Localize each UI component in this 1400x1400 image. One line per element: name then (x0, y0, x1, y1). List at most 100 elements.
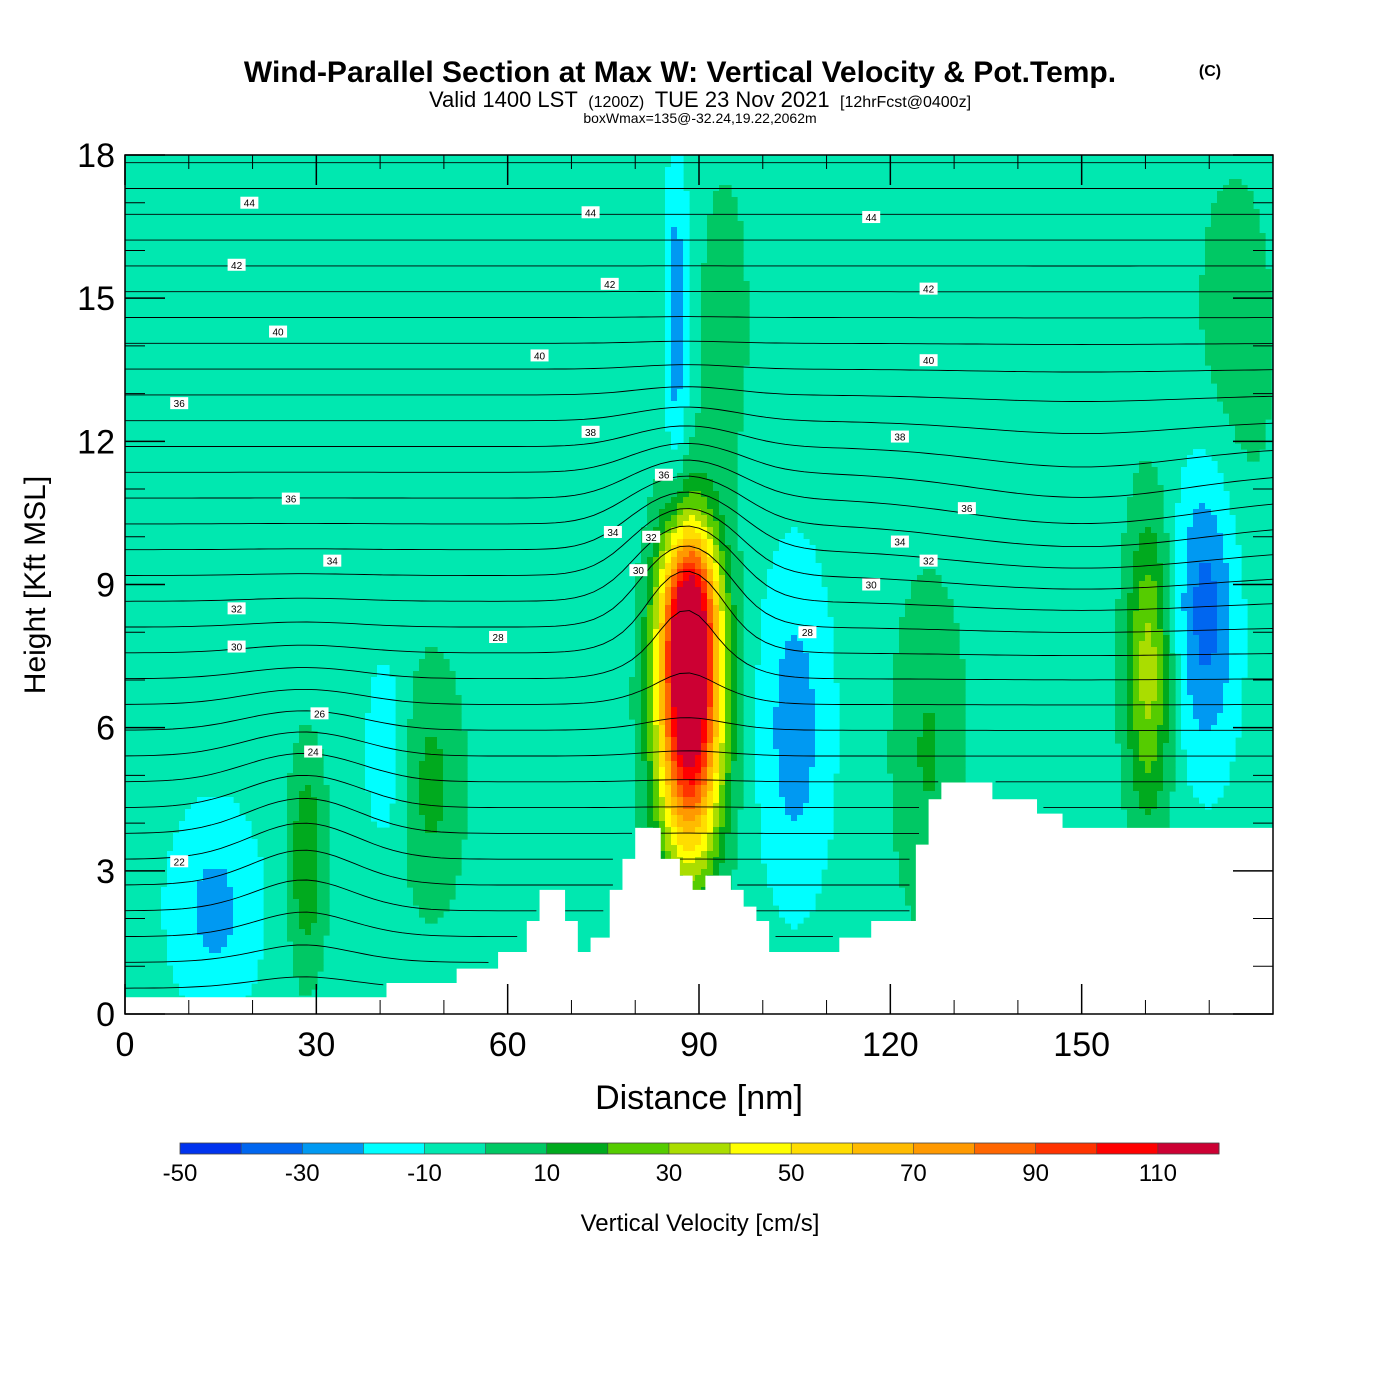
contour-label: 24 (304, 745, 323, 759)
isentrope-line (125, 879, 537, 912)
contour-label: 40 (530, 349, 549, 362)
contour-label: 30 (227, 640, 246, 654)
isentrope-line (125, 944, 489, 963)
colorbar-tick-label: -30 (285, 1160, 320, 1187)
contour-label: 38 (581, 425, 600, 439)
contour-label: 32 (919, 554, 938, 568)
colorbar-tick-label: 110 (1139, 1160, 1177, 1187)
isentrope-line (125, 364, 1273, 373)
contour-label: 30 (862, 578, 881, 592)
y-axis-label: Height [Kft MSL] (19, 476, 52, 694)
contour-label: 36 (170, 397, 189, 410)
isentrope-line (125, 545, 1273, 633)
contour-label: 34 (323, 554, 342, 568)
subtitle-valid: Valid 1400 LST (429, 87, 578, 112)
colorbar-tick-label: -10 (407, 1160, 442, 1187)
colorbar-swatch (1035, 1143, 1098, 1154)
y-tick-label: 18 (77, 137, 115, 175)
chart-title: Wind-Parallel Section at Max W: Vertical… (244, 56, 1116, 89)
isentrope-line (125, 425, 1273, 468)
contour-label: 44 (240, 196, 259, 210)
isentrope-line (125, 849, 613, 886)
isentrope-line (125, 822, 613, 860)
title-mark: (C) (1199, 63, 1221, 80)
y-tick-label: 0 (96, 996, 115, 1034)
isentrope-line (125, 442, 1273, 498)
colorbar-tick-label: 30 (656, 1160, 683, 1187)
isentrope-line (125, 491, 1273, 569)
isentrope-line (125, 570, 1273, 657)
isentrope-line (125, 976, 384, 989)
y-tick-label: 6 (96, 710, 115, 748)
isentrope-line (125, 459, 1273, 525)
colorbar: -50 -30 -10 10 30 50 70 90 110 (163, 1142, 1220, 1187)
isentrope-line (125, 406, 1273, 435)
isentrope-line (125, 610, 1273, 681)
terrain-mask (125, 782, 1273, 1014)
contour-label: 36 (654, 468, 673, 482)
isentrope-line (125, 525, 1273, 611)
subtitle-forecast: [12hrFcst@0400z] (840, 94, 971, 111)
isentrope-line (125, 508, 1273, 590)
colorbar-swatch (607, 1143, 670, 1154)
colorbar-tick-label: -50 (163, 1160, 198, 1187)
x-tick-label: 30 (297, 1026, 335, 1064)
x-tick-label: 60 (489, 1026, 527, 1064)
colorbar-label: Vertical Velocity [cm/s] (581, 1210, 820, 1237)
contour-label: 26 (310, 707, 329, 720)
colorbar-tick-label: 50 (778, 1160, 805, 1187)
colorbar-swatch (241, 1143, 303, 1154)
colorbar-swatch (302, 1143, 364, 1154)
isentrope-line (125, 475, 1273, 548)
subtitle-date: TUE 23 Nov 2021 (655, 87, 830, 112)
x-tick-label: 90 (680, 1026, 718, 1064)
contour-label: 34 (890, 535, 909, 549)
contour-label: 30 (629, 564, 648, 577)
colorbar-swatch (974, 1143, 1037, 1154)
contour-label: 36 (281, 492, 300, 506)
colorbar-swatch (546, 1143, 609, 1154)
potential-temperature-contours (125, 162, 1273, 989)
chart-subtitle: Valid 1400 LST (1200Z) TUE 23 Nov 2021 [… (429, 87, 971, 112)
colorbar-swatch (791, 1143, 853, 1154)
subtitle-utc: (1200Z) (588, 94, 644, 111)
x-tick-label: 120 (862, 1026, 919, 1064)
contour-labels: 44 44 44 42 42 42 40 40 40 36 38 38 36 36 36 34 32 34 34 32… (170, 196, 976, 868)
colorbar-tick-label: 10 (533, 1160, 560, 1187)
contour-label: 28 (798, 626, 817, 639)
isentrope-line (125, 797, 632, 834)
y-tick-label: 9 (96, 567, 115, 605)
x-tick-label: 0 (116, 1026, 135, 1064)
colorbar-swatch (485, 1143, 548, 1154)
colorbar-tick-label: 70 (900, 1160, 927, 1187)
contour-label: 44 (862, 211, 881, 224)
contour-label: 22 (170, 855, 189, 868)
colorbar-swatch (730, 1143, 792, 1154)
colorbar-tick-label: 90 (1022, 1160, 1049, 1187)
contour-label: 42 (919, 282, 938, 296)
isentrope-line (125, 386, 1273, 402)
colorbar-swatch (424, 1143, 487, 1154)
contour-label: 36 (957, 502, 976, 515)
y-tick-label: 15 (77, 280, 115, 318)
box-note: boxWmax=135@-32.24,19.22,2062m (583, 110, 816, 126)
contour-label: 40 (269, 325, 288, 339)
isentrope-line (125, 340, 1273, 345)
isentrope-line (125, 672, 1273, 706)
contour-label: 38 (890, 430, 909, 444)
isentrope-line (125, 774, 919, 809)
colorbar-swatch (363, 1143, 425, 1154)
contour-label: 34 (603, 526, 622, 539)
x-tick-label: 150 (1053, 1026, 1110, 1064)
isentrope-line (125, 752, 939, 783)
colorbar-swatch (913, 1143, 976, 1154)
x-axis-label: Distance [nm] (595, 1079, 803, 1117)
contour-label: 44 (581, 206, 600, 219)
contour-label: 42 (227, 258, 246, 272)
contour-label: 42 (600, 277, 619, 291)
plot-area: 44 44 44 42 42 42 40 40 40 36 38 38 36 36 36 34 32 34 34 32… (125, 155, 1273, 1014)
contour-label: 32 (227, 602, 246, 615)
contour-label: 40 (919, 354, 938, 367)
